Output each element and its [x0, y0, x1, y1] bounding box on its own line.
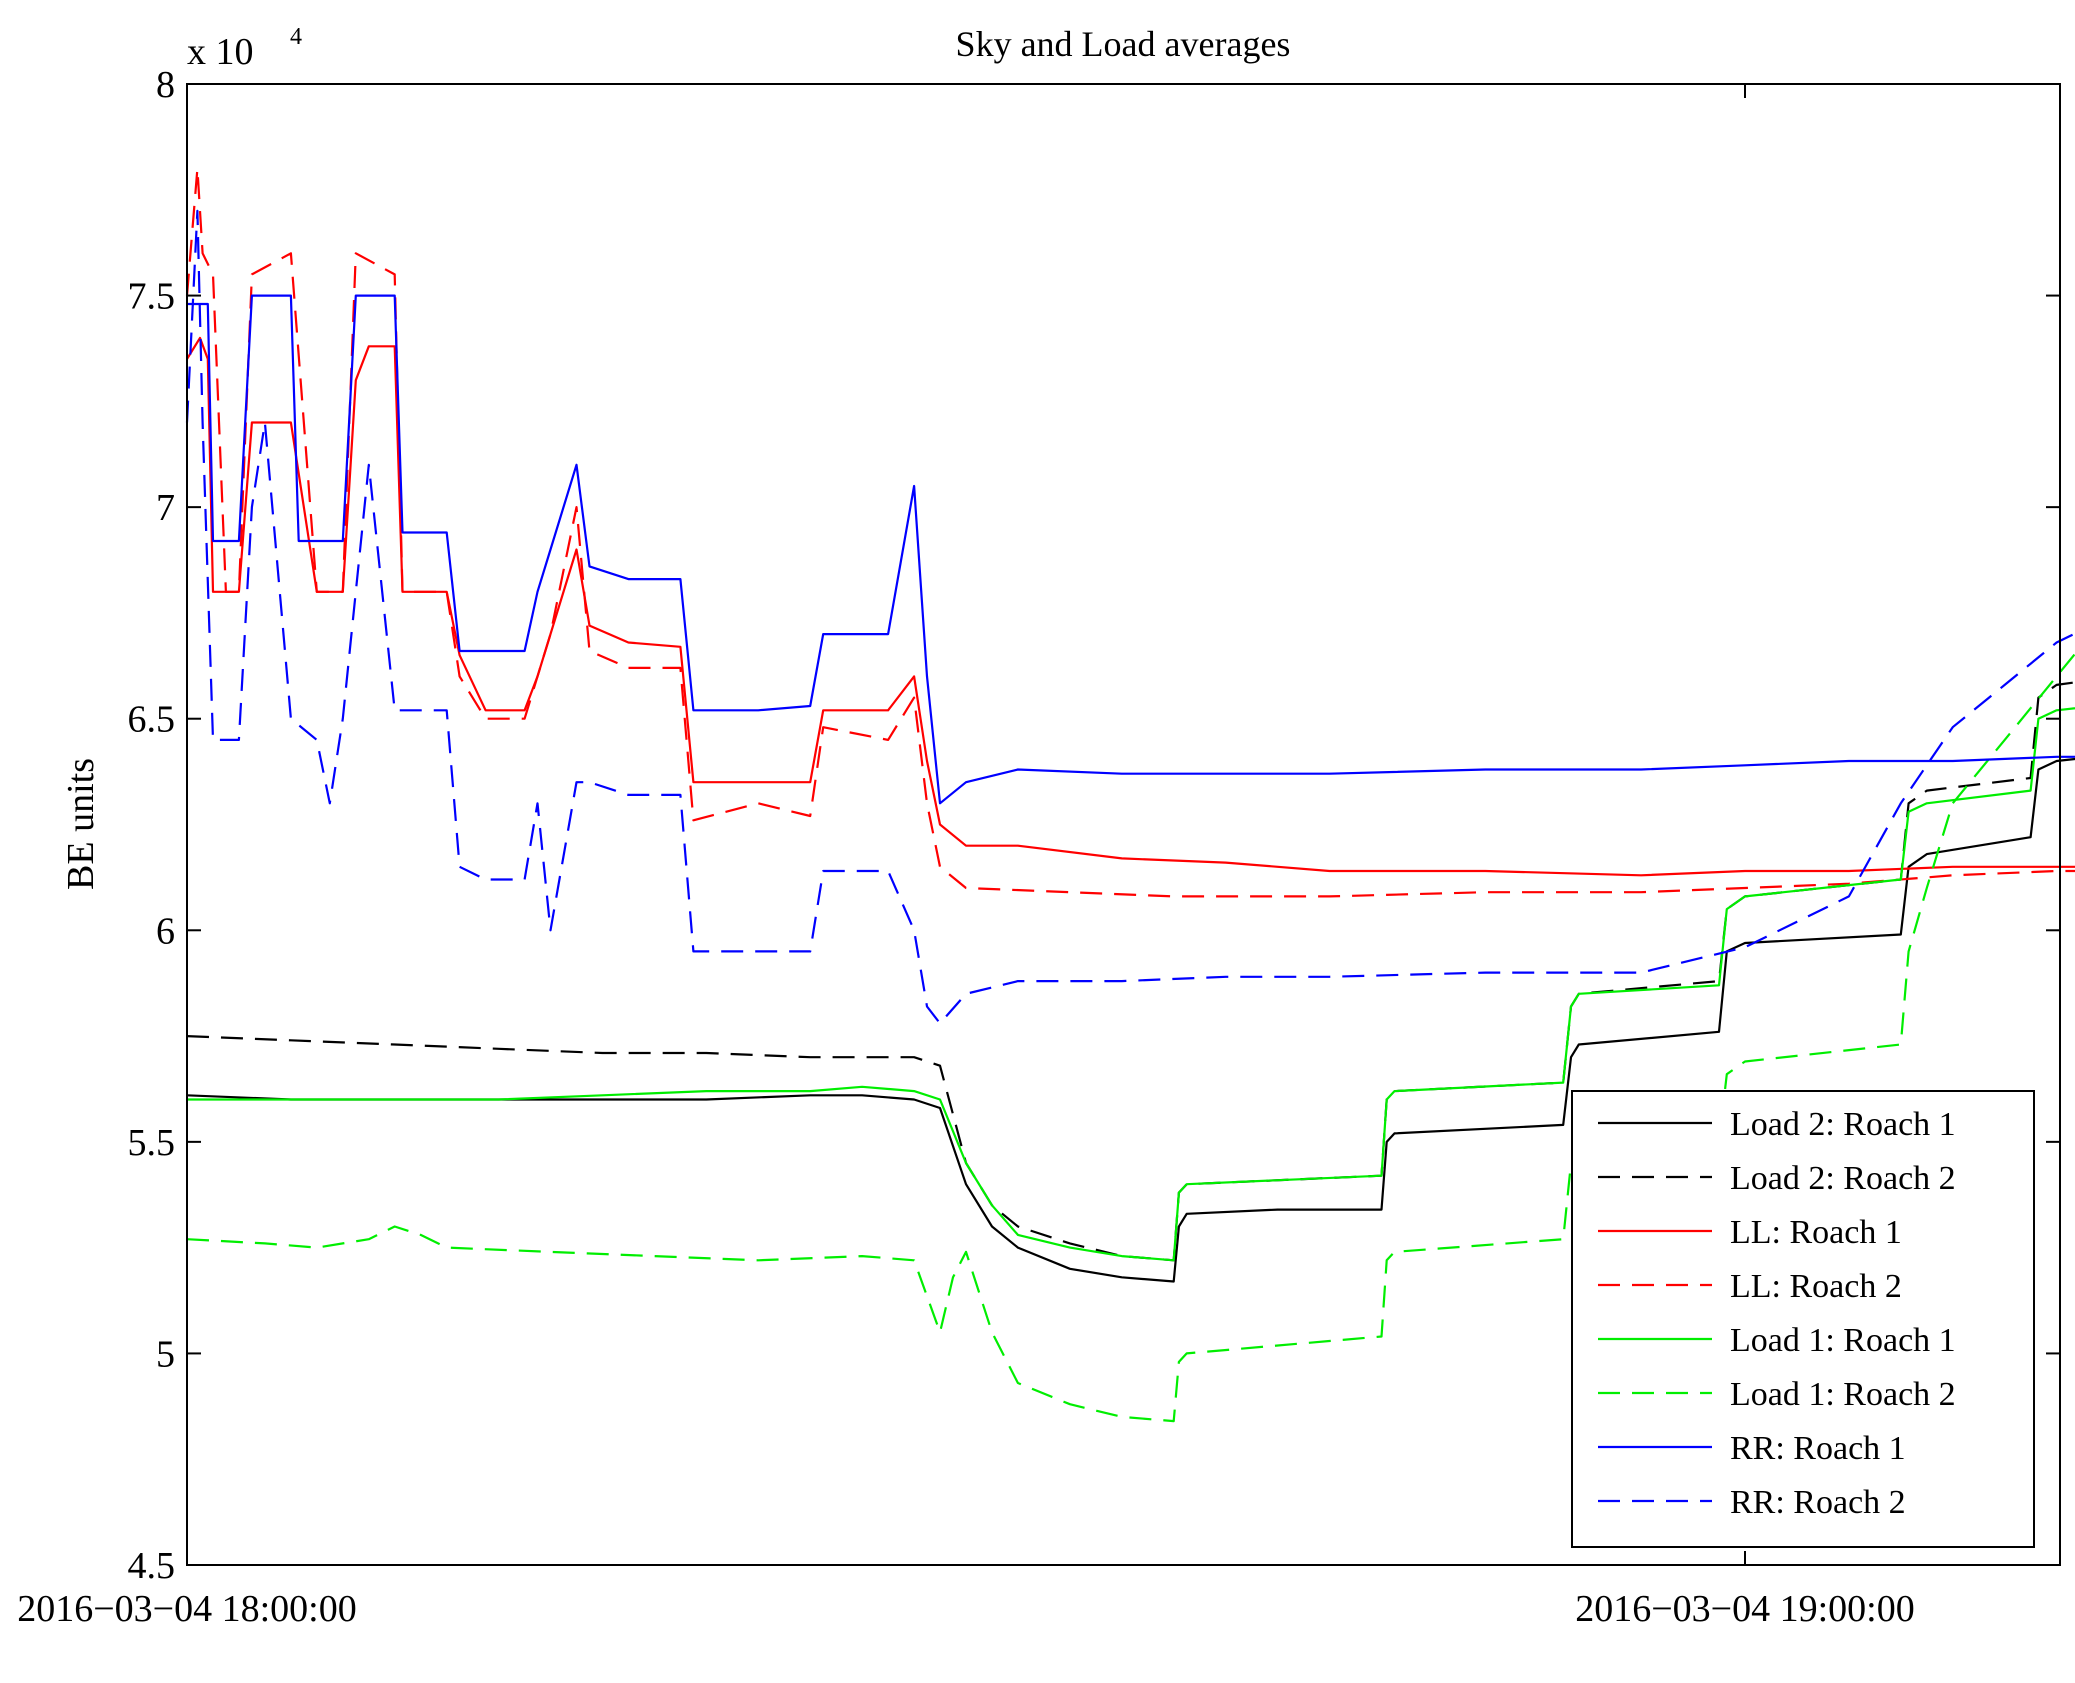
chart-title: Sky and Load averages	[956, 24, 1291, 64]
series-line-5	[187, 707, 2075, 1262]
legend-entry-7: RR: Roach 1	[1730, 1430, 1906, 1467]
legend-entry-8: RR: Roach 2	[1730, 1484, 1906, 1521]
series-layer	[185, 167, 2075, 1423]
legend-box	[1571, 1090, 2035, 1548]
y-axis-multiplier: x 10	[187, 31, 254, 73]
y-tick-label: 5.5	[128, 1122, 176, 1164]
legend: Load 2: Roach 1 Load 2: Roach 2 LL: Roach …	[1571, 1090, 2035, 1548]
legend-entry-5: Load 1: Roach 1	[1730, 1322, 1956, 1359]
x-tick-label: 2016−03−04 18:00:00	[17, 1588, 356, 1630]
series-line-2	[186, 681, 2075, 1262]
series-line-4	[185, 167, 2075, 898]
legend-entry-3: LL: Roach 1	[1730, 1214, 1902, 1251]
legend-entry-2: Load 2: Roach 2	[1730, 1160, 1956, 1197]
legend-entry-4: LL: Roach 2	[1730, 1268, 1902, 1305]
series-line-8	[185, 209, 2075, 1025]
y-axis-exponent: 4	[290, 24, 302, 50]
y-tick-label: 6	[156, 910, 175, 952]
x-tick-label: 2016−03−04 19:00:00	[1575, 1588, 1914, 1630]
series-line-7	[187, 294, 2075, 805]
y-axis-label: BE units	[60, 758, 102, 890]
y-tick-label: 5	[156, 1333, 175, 1375]
series-line-6	[186, 652, 2075, 1423]
series-line-1	[186, 757, 2075, 1283]
y-tick-label: 8	[156, 64, 175, 106]
y-tick-label: 6.5	[128, 699, 176, 741]
x-axis-ticks: 2016−03−04 18:00:00 2016−03−04 19:00:00	[17, 84, 1915, 1630]
plot-frame	[186, 83, 2061, 1566]
y-tick-label: 7	[156, 487, 175, 529]
y-tick-label: 7.5	[128, 276, 176, 318]
legend-entry-6: Load 1: Roach 2	[1730, 1376, 1956, 1413]
legend-entry-1: Load 2: Roach 1	[1730, 1106, 1956, 1143]
y-tick-label: 4.5	[128, 1545, 176, 1587]
y-axis-ticks: 4.5 5 5.5 6 6.5 7 7.5 8	[128, 64, 2060, 1587]
